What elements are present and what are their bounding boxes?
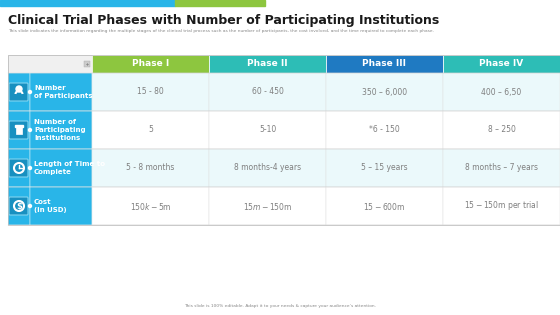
Bar: [8, 55, 92, 73]
Bar: [8, 55, 560, 225]
Bar: [209, 73, 326, 111]
Text: Clinical Trial Phases with Number of Participating Institutions: Clinical Trial Phases with Number of Par…: [8, 14, 439, 27]
Bar: [326, 73, 443, 111]
FancyBboxPatch shape: [9, 159, 28, 177]
Text: Phase II: Phase II: [247, 60, 288, 68]
Text: $15 - $600m: $15 - $600m: [363, 201, 405, 211]
Text: Phase IV: Phase IV: [479, 60, 524, 68]
Bar: [209, 187, 326, 225]
Bar: [443, 111, 560, 149]
Text: This slide indicates the information regarding the multiple stages of the clinic: This slide indicates the information reg…: [8, 29, 434, 33]
Text: 5 – 15 years: 5 – 15 years: [361, 163, 408, 173]
Bar: [30, 149, 92, 187]
Bar: [92, 149, 209, 187]
Bar: [30, 111, 92, 149]
Circle shape: [29, 129, 31, 131]
Bar: [8, 149, 30, 187]
Bar: [209, 111, 326, 149]
Text: 5-10: 5-10: [259, 125, 276, 135]
Bar: [443, 55, 560, 73]
Bar: [92, 111, 209, 149]
Bar: [8, 111, 30, 149]
Bar: [326, 55, 443, 73]
Bar: [0, 0, 175, 6]
Text: 60 - 450: 60 - 450: [251, 88, 283, 96]
Bar: [30, 187, 92, 225]
Text: 8 months-4 years: 8 months-4 years: [234, 163, 301, 173]
Circle shape: [16, 86, 22, 92]
Circle shape: [29, 167, 31, 169]
Bar: [92, 187, 209, 225]
Bar: [209, 55, 326, 73]
Bar: [326, 149, 443, 187]
Bar: [443, 149, 560, 187]
Text: 400 – 6,50: 400 – 6,50: [482, 88, 521, 96]
Circle shape: [29, 90, 31, 94]
Bar: [326, 187, 443, 225]
Bar: [326, 111, 443, 149]
Text: $15m - $150m: $15m - $150m: [243, 201, 292, 211]
Text: Length of Time to
Complete: Length of Time to Complete: [34, 161, 105, 175]
Bar: [175, 0, 265, 6]
Text: 8 – 250: 8 – 250: [488, 125, 515, 135]
Bar: [443, 187, 560, 225]
Bar: [209, 149, 326, 187]
Text: 5: 5: [148, 125, 153, 135]
Text: Cost
(in USD): Cost (in USD): [34, 199, 67, 213]
Bar: [15, 125, 23, 127]
Bar: [8, 187, 30, 225]
Bar: [92, 73, 209, 111]
Circle shape: [29, 204, 31, 208]
Text: Number of
Participating
Institutions: Number of Participating Institutions: [34, 119, 86, 141]
Text: 5 - 8 months: 5 - 8 months: [127, 163, 175, 173]
Bar: [443, 73, 560, 111]
Text: 350 – 6,000: 350 – 6,000: [362, 88, 407, 96]
FancyBboxPatch shape: [9, 83, 28, 101]
Text: Phase III: Phase III: [362, 60, 407, 68]
FancyBboxPatch shape: [9, 121, 28, 139]
Bar: [16, 126, 22, 134]
Bar: [30, 73, 92, 111]
Bar: [84, 61, 90, 67]
Text: Number
of Participants: Number of Participants: [34, 85, 92, 99]
Text: 8 months – 7 years: 8 months – 7 years: [465, 163, 538, 173]
Bar: [8, 73, 30, 111]
FancyBboxPatch shape: [9, 197, 28, 215]
Text: *6 - 150: *6 - 150: [369, 125, 400, 135]
Bar: [92, 55, 209, 73]
Text: Phase I: Phase I: [132, 60, 169, 68]
Text: This slide is 100% editable. Adapt it to your needs & capture your audience’s at: This slide is 100% editable. Adapt it to…: [184, 304, 376, 308]
Text: 15 - 80: 15 - 80: [137, 88, 164, 96]
Text: $15 - $150m per trial: $15 - $150m per trial: [464, 199, 539, 213]
Text: $: $: [16, 202, 22, 210]
Text: $150k - $5m: $150k - $5m: [130, 201, 171, 211]
